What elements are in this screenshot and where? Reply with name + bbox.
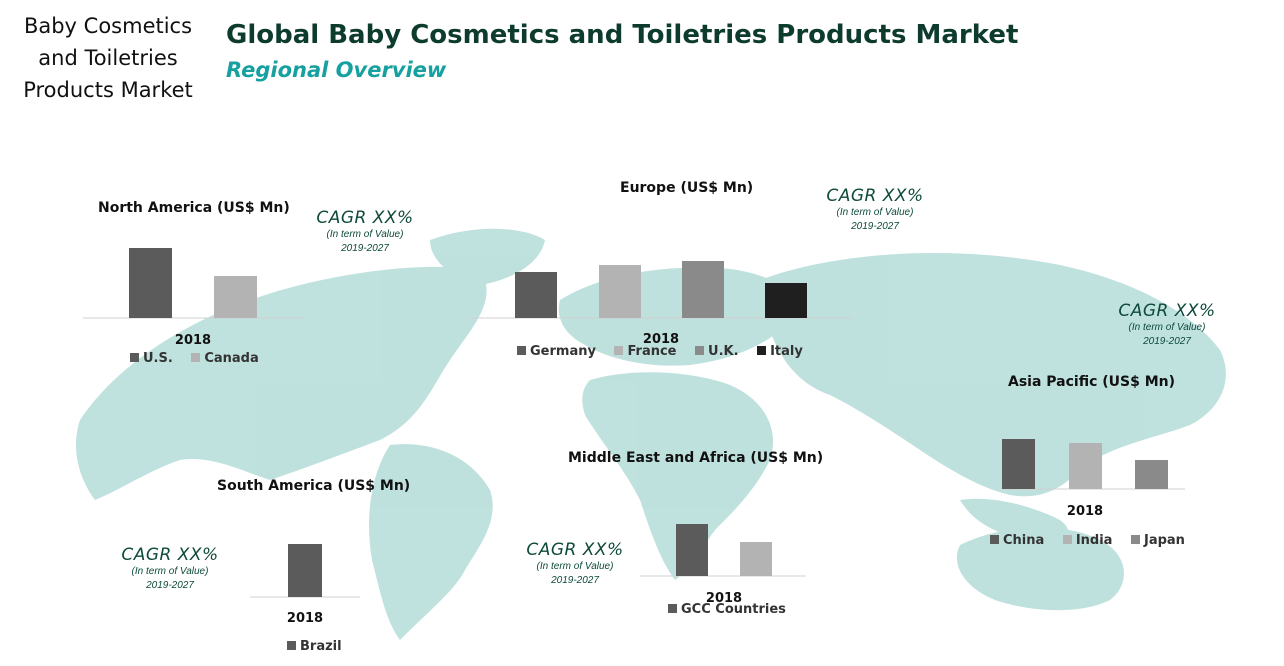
legend-label: China xyxy=(1003,533,1045,548)
cagr-basis: (In term of Value) xyxy=(1128,322,1206,333)
middle-east-africa-legend: GCC Countries xyxy=(668,602,800,617)
asia-pacific-bar-india xyxy=(1069,443,1102,489)
legend-item-brazil: Brazil xyxy=(287,639,342,654)
cagr-europe: CAGR XX% (In term of Value) 2019-2027 xyxy=(815,186,935,234)
side-title-line: and Toiletries xyxy=(38,46,178,70)
europe-year-label: 2018 xyxy=(643,332,679,347)
cagr-basis: (In term of Value) xyxy=(131,566,209,577)
legend-item-us: U.S. xyxy=(130,351,173,366)
south-america-legend: Brazil xyxy=(287,639,356,654)
map-south-america xyxy=(369,444,493,640)
legend-swatch xyxy=(757,346,767,355)
europe-bar-france xyxy=(599,265,641,318)
legend-item-germany: Germany xyxy=(517,344,596,359)
legend-label: Brazil xyxy=(300,639,342,654)
north-america-chart-title: North America (US$ Mn) xyxy=(98,200,290,216)
legend-item-china: China xyxy=(990,533,1044,548)
north-america-year-label: 2018 xyxy=(175,333,211,348)
map-north-america xyxy=(75,266,487,500)
cagr-value: CAGR XX% xyxy=(1118,301,1216,321)
legend-item-japan: Japan xyxy=(1130,533,1185,548)
cagr-basis: (In term of Value) xyxy=(326,229,404,240)
cagr-basis: (In term of Value) xyxy=(836,207,914,218)
cagr-period: 2019-2027 xyxy=(341,243,389,254)
side-title: Baby Cosmetics and Toiletries Products M… xyxy=(8,10,208,106)
legend-swatch xyxy=(191,353,201,362)
legend-label: U.K. xyxy=(708,344,739,359)
legend-label: Italy xyxy=(770,344,803,359)
south-america-chart-title: South America (US$ Mn) xyxy=(217,478,411,494)
asia-pacific-bar-china xyxy=(1002,439,1035,489)
legend-swatch xyxy=(990,535,999,544)
cagr-value: CAGR XX% xyxy=(526,540,624,560)
map-africa xyxy=(582,372,774,580)
legend-item-gcc-countries: GCC Countries xyxy=(668,602,786,617)
legend-label: France xyxy=(627,344,677,359)
asia-pacific-bar-japan xyxy=(1135,460,1168,489)
side-title-line: Baby Cosmetics xyxy=(23,14,193,38)
legend-label: GCC Countries xyxy=(681,602,786,617)
map-greenland xyxy=(430,228,545,285)
legend-item-france: France xyxy=(614,344,677,359)
europe-bar-italy xyxy=(765,283,807,318)
legend-swatch xyxy=(668,604,677,613)
legend-label: Canada xyxy=(204,351,259,366)
middle-east-africa-bar-series-2 xyxy=(740,542,772,576)
north-america-bar-us xyxy=(129,248,172,318)
europe-bar-uk xyxy=(682,261,724,318)
cagr-value: CAGR XX% xyxy=(316,208,414,228)
north-america-bar-canada xyxy=(214,276,257,318)
legend-swatch xyxy=(614,346,624,355)
legend-swatch xyxy=(130,353,139,362)
europe-bar-germany xyxy=(515,272,557,318)
cagr-value: CAGR XX% xyxy=(826,186,924,206)
middle-east-africa-bar-gcc-countries xyxy=(676,524,708,576)
cagr-period: 2019-2027 xyxy=(851,221,899,232)
legend-item-canada: Canada xyxy=(191,351,259,366)
europe-legend: Germany France U.K. Italy xyxy=(517,344,817,359)
south-america-bar-brazil xyxy=(288,544,322,597)
asia-pacific-chart-title: Asia Pacific (US$ Mn) xyxy=(1008,374,1176,390)
side-title-line: Products Market xyxy=(23,78,193,102)
cagr-period: 2019-2027 xyxy=(551,575,599,586)
cagr-period: 2019-2027 xyxy=(1143,336,1191,347)
cagr-basis: (In term of Value) xyxy=(536,561,614,572)
cagr-north-america: CAGR XX% (In term of Value) 2019-2027 xyxy=(305,208,425,256)
cagr-south-america: CAGR XX% (In term of Value) 2019-2027 xyxy=(110,545,230,593)
legend-label: U.S. xyxy=(143,351,173,366)
legend-label: Japan xyxy=(1143,533,1185,548)
legend-swatch xyxy=(695,346,705,355)
page-subtitle: Regional Overview xyxy=(226,58,447,82)
legend-swatch xyxy=(1130,535,1140,544)
cagr-value: CAGR XX% xyxy=(121,545,219,565)
south-america-year-label: 2018 xyxy=(287,611,323,626)
middle-east-africa-year-label: 2018 xyxy=(706,591,742,606)
asia-pacific-legend: China India Japan xyxy=(990,533,1199,548)
legend-label: Germany xyxy=(530,344,596,359)
europe-chart-title: Europe (US$ Mn) xyxy=(620,180,754,196)
legend-item-uk: U.K. xyxy=(695,344,739,359)
map-australia xyxy=(956,527,1124,611)
map-asia xyxy=(758,253,1226,497)
legend-swatch xyxy=(517,346,526,355)
legend-item-italy: Italy xyxy=(757,344,803,359)
cagr-period: 2019-2027 xyxy=(146,580,194,591)
middle-east-africa-chart-title: Middle East and Africa (US$ Mn) xyxy=(568,450,824,466)
legend-label: India xyxy=(1075,533,1113,548)
asia-pacific-year-label: 2018 xyxy=(1067,504,1103,519)
cagr-asia-pacific: CAGR XX% (In term of Value) 2019-2027 xyxy=(1107,301,1227,349)
cagr-middle-east-africa: CAGR XX% (In term of Value) 2019-2027 xyxy=(515,540,635,588)
legend-item-india: India xyxy=(1062,533,1113,548)
page-title: Global Baby Cosmetics and Toiletries Pro… xyxy=(226,20,1019,50)
north-america-legend: U.S. Canada xyxy=(130,351,273,366)
legend-swatch xyxy=(1062,535,1072,544)
legend-swatch xyxy=(287,641,296,650)
